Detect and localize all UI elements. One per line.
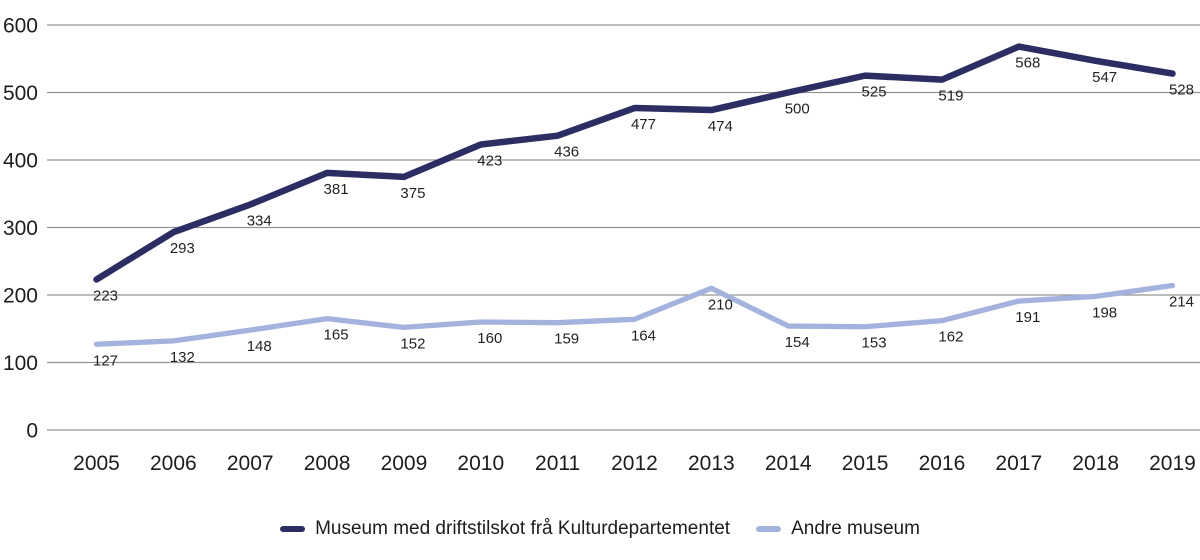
data-label-series-0: 293: [170, 240, 195, 257]
y-axis-tick-label: 200: [3, 285, 38, 308]
data-label-series-0: 568: [1015, 55, 1040, 72]
legend-swatch-light-line-icon: [756, 526, 782, 532]
legend-label: Andre museum: [791, 518, 920, 539]
data-label-series-0: 519: [938, 88, 963, 105]
y-axis-tick-label: 600: [3, 15, 38, 38]
data-label-series-1: 154: [785, 334, 810, 351]
data-label-series-0: 528: [1169, 82, 1194, 99]
data-label-series-1: 159: [554, 331, 579, 348]
legend-swatch-dark-line-icon: [280, 526, 306, 532]
x-axis-tick-label: 2017: [995, 452, 1042, 475]
data-label-series-0: 477: [631, 116, 656, 133]
series-line-0: [93, 43, 1176, 283]
data-label-series-1: 198: [1092, 304, 1117, 321]
y-axis-tick-label: 100: [3, 352, 38, 375]
x-axis-tick-label: 2005: [73, 452, 120, 475]
data-label-series-1: 132: [170, 349, 195, 366]
x-axis-tick-label: 2018: [1072, 452, 1119, 475]
x-axis-tick-label: 2006: [150, 452, 197, 475]
y-axis-tick-label: 400: [3, 150, 38, 173]
data-label-series-1: 148: [247, 338, 272, 355]
data-label-series-1: 210: [708, 296, 733, 313]
x-axis-tick-label: 2013: [688, 452, 735, 475]
data-label-series-0: 423: [477, 152, 502, 169]
legend-label: Museum med driftstilskot frå Kulturdepar…: [315, 518, 731, 539]
data-label-series-1: 162: [938, 329, 963, 346]
x-axis-tick-label: 2009: [381, 452, 428, 475]
x-axis-tick-label: 2016: [919, 452, 966, 475]
data-label-series-0: 334: [247, 213, 272, 230]
data-label-series-1: 152: [400, 335, 425, 352]
data-label-series-1: 160: [477, 330, 502, 347]
data-label-series-1: 127: [93, 352, 118, 369]
data-label-series-0: 474: [708, 118, 733, 135]
data-label-series-0: 436: [554, 144, 579, 161]
data-label-series-0: 547: [1092, 69, 1117, 86]
data-label-series-0: 525: [862, 84, 887, 101]
data-label-series-0: 500: [785, 101, 810, 118]
data-label-series-1: 164: [631, 327, 656, 344]
x-axis-tick-label: 2007: [227, 452, 274, 475]
x-axis-tick-label: 2019: [1149, 452, 1196, 475]
line-chart-canvas: 0 100 200 300 400 500 600 2005 2006 2007 2008 2009 2…: [3, 15, 1200, 475]
legend-item-museum-med-driftstilskot: Museum med driftstilskot frå Kulturdepar…: [280, 518, 730, 540]
x-axis-tick-label: 2011: [535, 452, 580, 475]
data-label-series-1: 153: [862, 335, 887, 352]
chart-legend: Museum med driftstilskot frå Kulturdepar…: [0, 518, 1200, 540]
x-axis-tick-label: 2012: [611, 452, 658, 475]
data-label-series-0: 223: [93, 287, 118, 304]
x-axis-tick-label: 2010: [457, 452, 504, 475]
data-label-series-1: 214: [1169, 294, 1194, 311]
x-axis-tick-label: 2008: [304, 452, 351, 475]
y-axis-tick-label: 300: [3, 217, 38, 240]
x-axis-tick-label: 2015: [842, 452, 889, 475]
data-label-series-0: 375: [400, 185, 425, 202]
x-axis-tick-label: 2014: [765, 452, 812, 475]
data-label-series-1: 191: [1015, 309, 1040, 326]
data-label-series-1: 165: [324, 327, 349, 344]
y-axis-tick-label: 0: [26, 420, 38, 443]
y-axis-tick-label: 500: [3, 82, 38, 105]
series-line-1: [93, 282, 1176, 347]
data-label-series-0: 381: [324, 181, 349, 198]
legend-item-andre-museum: Andre museum: [756, 518, 920, 540]
